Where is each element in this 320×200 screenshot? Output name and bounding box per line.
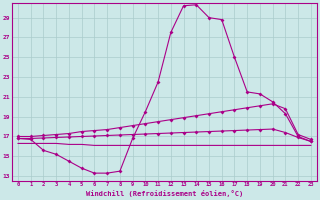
X-axis label: Windchill (Refroidissement éolien,°C): Windchill (Refroidissement éolien,°C) (86, 190, 243, 197)
